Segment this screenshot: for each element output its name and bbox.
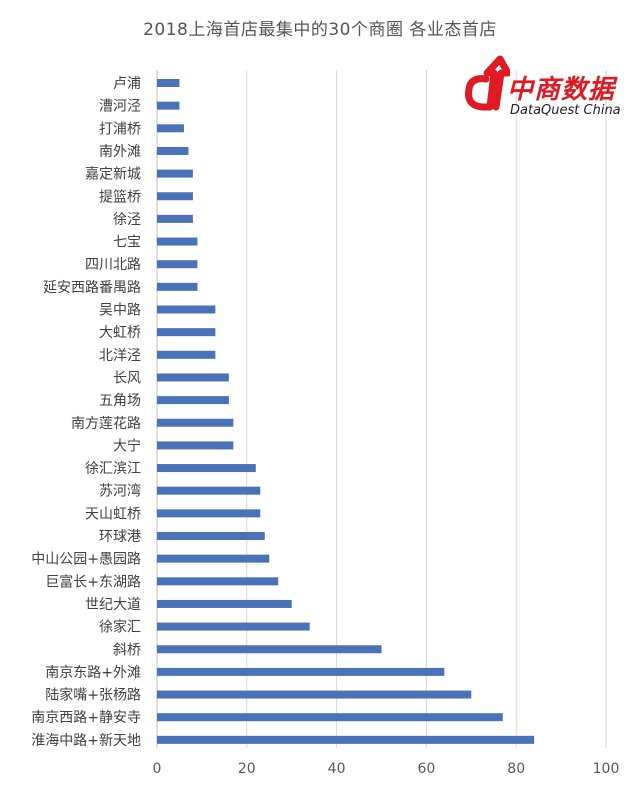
bar (157, 124, 184, 133)
bar (157, 418, 234, 427)
bar (157, 577, 279, 586)
category-label: 环球港 (99, 529, 141, 545)
bar (157, 373, 229, 382)
bar (157, 328, 216, 337)
category-label: 延安西路番禺路 (43, 280, 141, 296)
bar (157, 305, 216, 314)
category-label: 卢浦 (113, 76, 141, 92)
bar (157, 192, 193, 201)
bar (157, 622, 310, 631)
category-label: 打浦桥 (99, 120, 141, 137)
bar (157, 464, 256, 473)
category-label: 淮海中路+新天地 (31, 733, 141, 749)
x-tick-label: 0 (153, 761, 162, 777)
category-label: 天山虹桥 (85, 506, 141, 522)
category-label: 四川北路 (85, 257, 141, 273)
x-tick-label: 40 (328, 761, 346, 777)
x-tick-label: 20 (238, 761, 256, 777)
bar (157, 645, 382, 654)
bar (157, 532, 265, 540)
bars (157, 79, 535, 744)
category-label: 七宝 (113, 235, 141, 251)
bar (157, 169, 193, 178)
category-label: 中山公园+愚园路 (31, 552, 141, 568)
bar (157, 350, 216, 359)
category-label: 长风 (113, 370, 141, 386)
category-label: 巨富长+东湖路 (45, 573, 141, 590)
category-label: 世纪大道 (85, 597, 141, 613)
category-label: 五角场 (99, 393, 141, 409)
category-label: 提篮桥 (99, 189, 141, 205)
category-label: 徐汇滨江 (85, 461, 141, 477)
bar (157, 101, 180, 110)
bar (157, 509, 261, 518)
bar (157, 667, 445, 676)
category-label: 大宁 (113, 437, 141, 454)
category-label: 吴中路 (99, 303, 141, 319)
bar (157, 735, 535, 744)
category-label: 徐家汇 (99, 619, 141, 636)
bar (157, 214, 193, 223)
category-labels: 卢浦漕河泾打浦桥南外滩嘉定新城提篮桥徐泾七宝四川北路延安西路番禺路吴中路大虹桥北… (31, 76, 141, 749)
bar (157, 396, 229, 405)
x-tick-label: 60 (417, 761, 435, 777)
category-label: 北洋泾 (99, 348, 141, 364)
bar (157, 282, 198, 291)
category-label: 嘉定新城 (85, 167, 141, 183)
logo-english-text: DataQuest China (510, 103, 621, 118)
bar (157, 690, 472, 699)
bar (157, 441, 234, 450)
bar (157, 237, 198, 246)
x-tick-labels: 0 20 40 60 80 100 (153, 761, 620, 777)
category-label: 苏河湾 (99, 483, 141, 500)
bar (157, 599, 292, 608)
category-label: 南京东路+外滩 (45, 665, 141, 681)
logo-arrow-icon (465, 55, 510, 111)
bar (157, 486, 261, 495)
category-label: 斜桥 (113, 642, 141, 658)
x-tick-label: 100 (593, 761, 620, 777)
bar (157, 713, 503, 722)
category-label: 漕河泾 (99, 99, 141, 115)
category-label: 徐泾 (113, 212, 141, 228)
bar (157, 79, 180, 87)
bar (157, 554, 270, 563)
logo-chinese-text: 中商数据 (507, 75, 616, 105)
logo: 中商数据 DataQuest China (460, 55, 630, 118)
gridlines (156, 70, 607, 748)
bar (157, 146, 189, 155)
category-label: 陆家嘴+张杨路 (45, 687, 141, 704)
category-label: 南方莲花路 (71, 416, 141, 432)
category-label: 南外滩 (99, 144, 141, 160)
x-tick-label: 80 (507, 761, 525, 777)
chart-title: 2018上海首店最集中的30个商圈 各业态首店 (143, 20, 497, 40)
bar (157, 260, 198, 269)
category-label: 大虹桥 (99, 325, 141, 341)
category-label: 南京西路+静安寺 (31, 710, 141, 726)
